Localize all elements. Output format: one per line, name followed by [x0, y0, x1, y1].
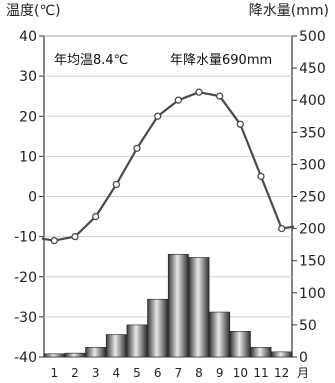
right-tick-label: 500	[299, 29, 326, 45]
precipitation-bars	[43, 253, 293, 358]
month-label: 7	[175, 366, 183, 380]
right-tick-label: 250	[299, 190, 326, 206]
right-tick-label: 350	[299, 125, 326, 141]
temperature-point	[112, 180, 120, 189]
temperature-curve	[41, 91, 295, 242]
precipitation-bar	[85, 347, 107, 358]
temperature-point	[133, 144, 141, 153]
month-label: 4	[113, 366, 121, 380]
precipitation-bar	[250, 347, 272, 358]
left-tick-label: -30	[14, 310, 37, 326]
right-tick-label: 150	[299, 254, 326, 270]
temperature-point	[257, 172, 265, 181]
temperature-point	[174, 96, 182, 104]
month-label: 3	[92, 366, 100, 380]
month-label: 12	[274, 366, 289, 380]
precipitation-bar	[64, 352, 86, 358]
precipitation-bar	[126, 324, 148, 358]
right-tick-label: 100	[299, 286, 326, 302]
month-label: 10	[233, 366, 248, 380]
annual-precipitation-label: 年降水量690mm	[170, 53, 272, 68]
left-axis-ticks: 40 30 20 10 0 -10 -20 -30 -40	[14, 29, 44, 366]
month-unit-label: 月	[297, 366, 309, 380]
month-label: 11	[253, 366, 268, 380]
left-tick-label: 0	[28, 190, 37, 206]
left-tick-label: 20	[19, 109, 37, 125]
right-tick-label: 450	[299, 61, 326, 77]
temperature-point	[71, 232, 79, 241]
month-label: 9	[216, 366, 224, 380]
temperature-point	[195, 88, 203, 96]
month-label: 1	[51, 366, 59, 380]
annual-mean-temperature-label: 年均温8.4℃	[54, 53, 128, 68]
left-tick-label: -10	[14, 230, 37, 246]
temperature-line	[41, 88, 295, 245]
left-tick-label: -20	[14, 270, 37, 286]
month-axis: 1 2 3 4 5 6 7 8 9 10 11 12 月	[51, 366, 310, 380]
right-tick-label: 0	[299, 350, 308, 366]
precipitation-bar	[167, 253, 189, 358]
right-tick-label: 400	[299, 93, 326, 109]
precipitation-bar	[147, 298, 169, 358]
precipitation-bar	[209, 311, 231, 358]
left-axis-title: 温度(℃)	[6, 3, 61, 19]
month-label: 8	[195, 366, 203, 380]
right-tick-label: 300	[299, 157, 326, 173]
precipitation-bar	[229, 331, 251, 358]
left-tick-label: -40	[14, 350, 37, 366]
left-tick-label: 40	[19, 29, 37, 45]
precipitation-bar	[105, 334, 127, 358]
month-label: 5	[133, 366, 141, 380]
temperature-point	[50, 236, 58, 245]
temperature-point	[216, 92, 224, 100]
temperature-point	[92, 212, 100, 221]
left-tick-label: 30	[19, 69, 37, 85]
right-axis-title: 降水量(mm)	[249, 3, 329, 19]
right-tick-label: 200	[299, 222, 326, 238]
temperature-point	[278, 224, 286, 233]
right-tick-label: 50	[299, 318, 317, 334]
left-tick-label: 10	[19, 149, 37, 165]
temperature-point	[236, 120, 244, 128]
precipitation-bar	[188, 257, 210, 358]
month-label: 2	[71, 366, 79, 380]
precipitation-bar	[43, 353, 65, 358]
month-label: 6	[154, 366, 162, 380]
temperature-point	[154, 112, 162, 120]
precipitation-bar	[271, 351, 293, 358]
